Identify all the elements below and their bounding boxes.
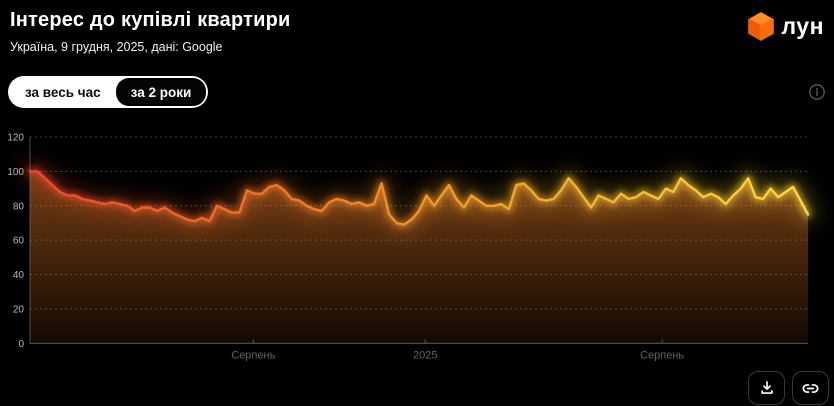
lun-logo-text: лун [781,13,824,39]
svg-text:60: 60 [13,236,25,247]
svg-text:20: 20 [13,304,25,315]
toggle-all-time-button[interactable]: за весь час [10,78,116,106]
page-subtitle: Україна, 9 грудня, 2025, дані: Google [10,40,223,54]
link-icon [802,383,819,393]
info-icon[interactable] [808,83,826,101]
x-axis-ticks: Серпень 2025 Серпень [231,339,684,361]
copy-link-button[interactable] [792,371,829,405]
y-axis-labels: 0 20 40 60 80 100 120 [7,133,24,350]
svg-text:Серпень: Серпень [231,349,275,361]
controls-row: за весь час за 2 роки [8,76,826,108]
svg-text:40: 40 [13,270,25,281]
trend-line-chart: Серпень 2025 Серпень 0 20 40 60 80 100 120 [7,133,817,361]
page-title: Інтерес до купівлі квартири [10,9,291,31]
toggle-two-years-button[interactable]: за 2 роки [115,78,207,106]
action-buttons [748,371,829,405]
download-button[interactable] [748,371,785,405]
svg-text:Серпень: Серпень [640,349,684,361]
header: Інтерес до купівлі квартири Україна, 9 г… [10,8,826,54]
svg-text:0: 0 [18,339,24,350]
svg-text:120: 120 [7,133,24,144]
trend-line [28,170,810,226]
range-toggle: за весь час за 2 роки [8,76,209,108]
download-icon [760,381,773,394]
header-text: Інтерес до купівлі квартири Україна, 9 г… [10,8,291,54]
svg-text:2025: 2025 [413,349,437,361]
svg-text:80: 80 [13,201,25,212]
lun-logo[interactable]: лун [747,11,825,42]
lun-cube-icon [747,12,774,41]
svg-text:100: 100 [7,167,24,178]
